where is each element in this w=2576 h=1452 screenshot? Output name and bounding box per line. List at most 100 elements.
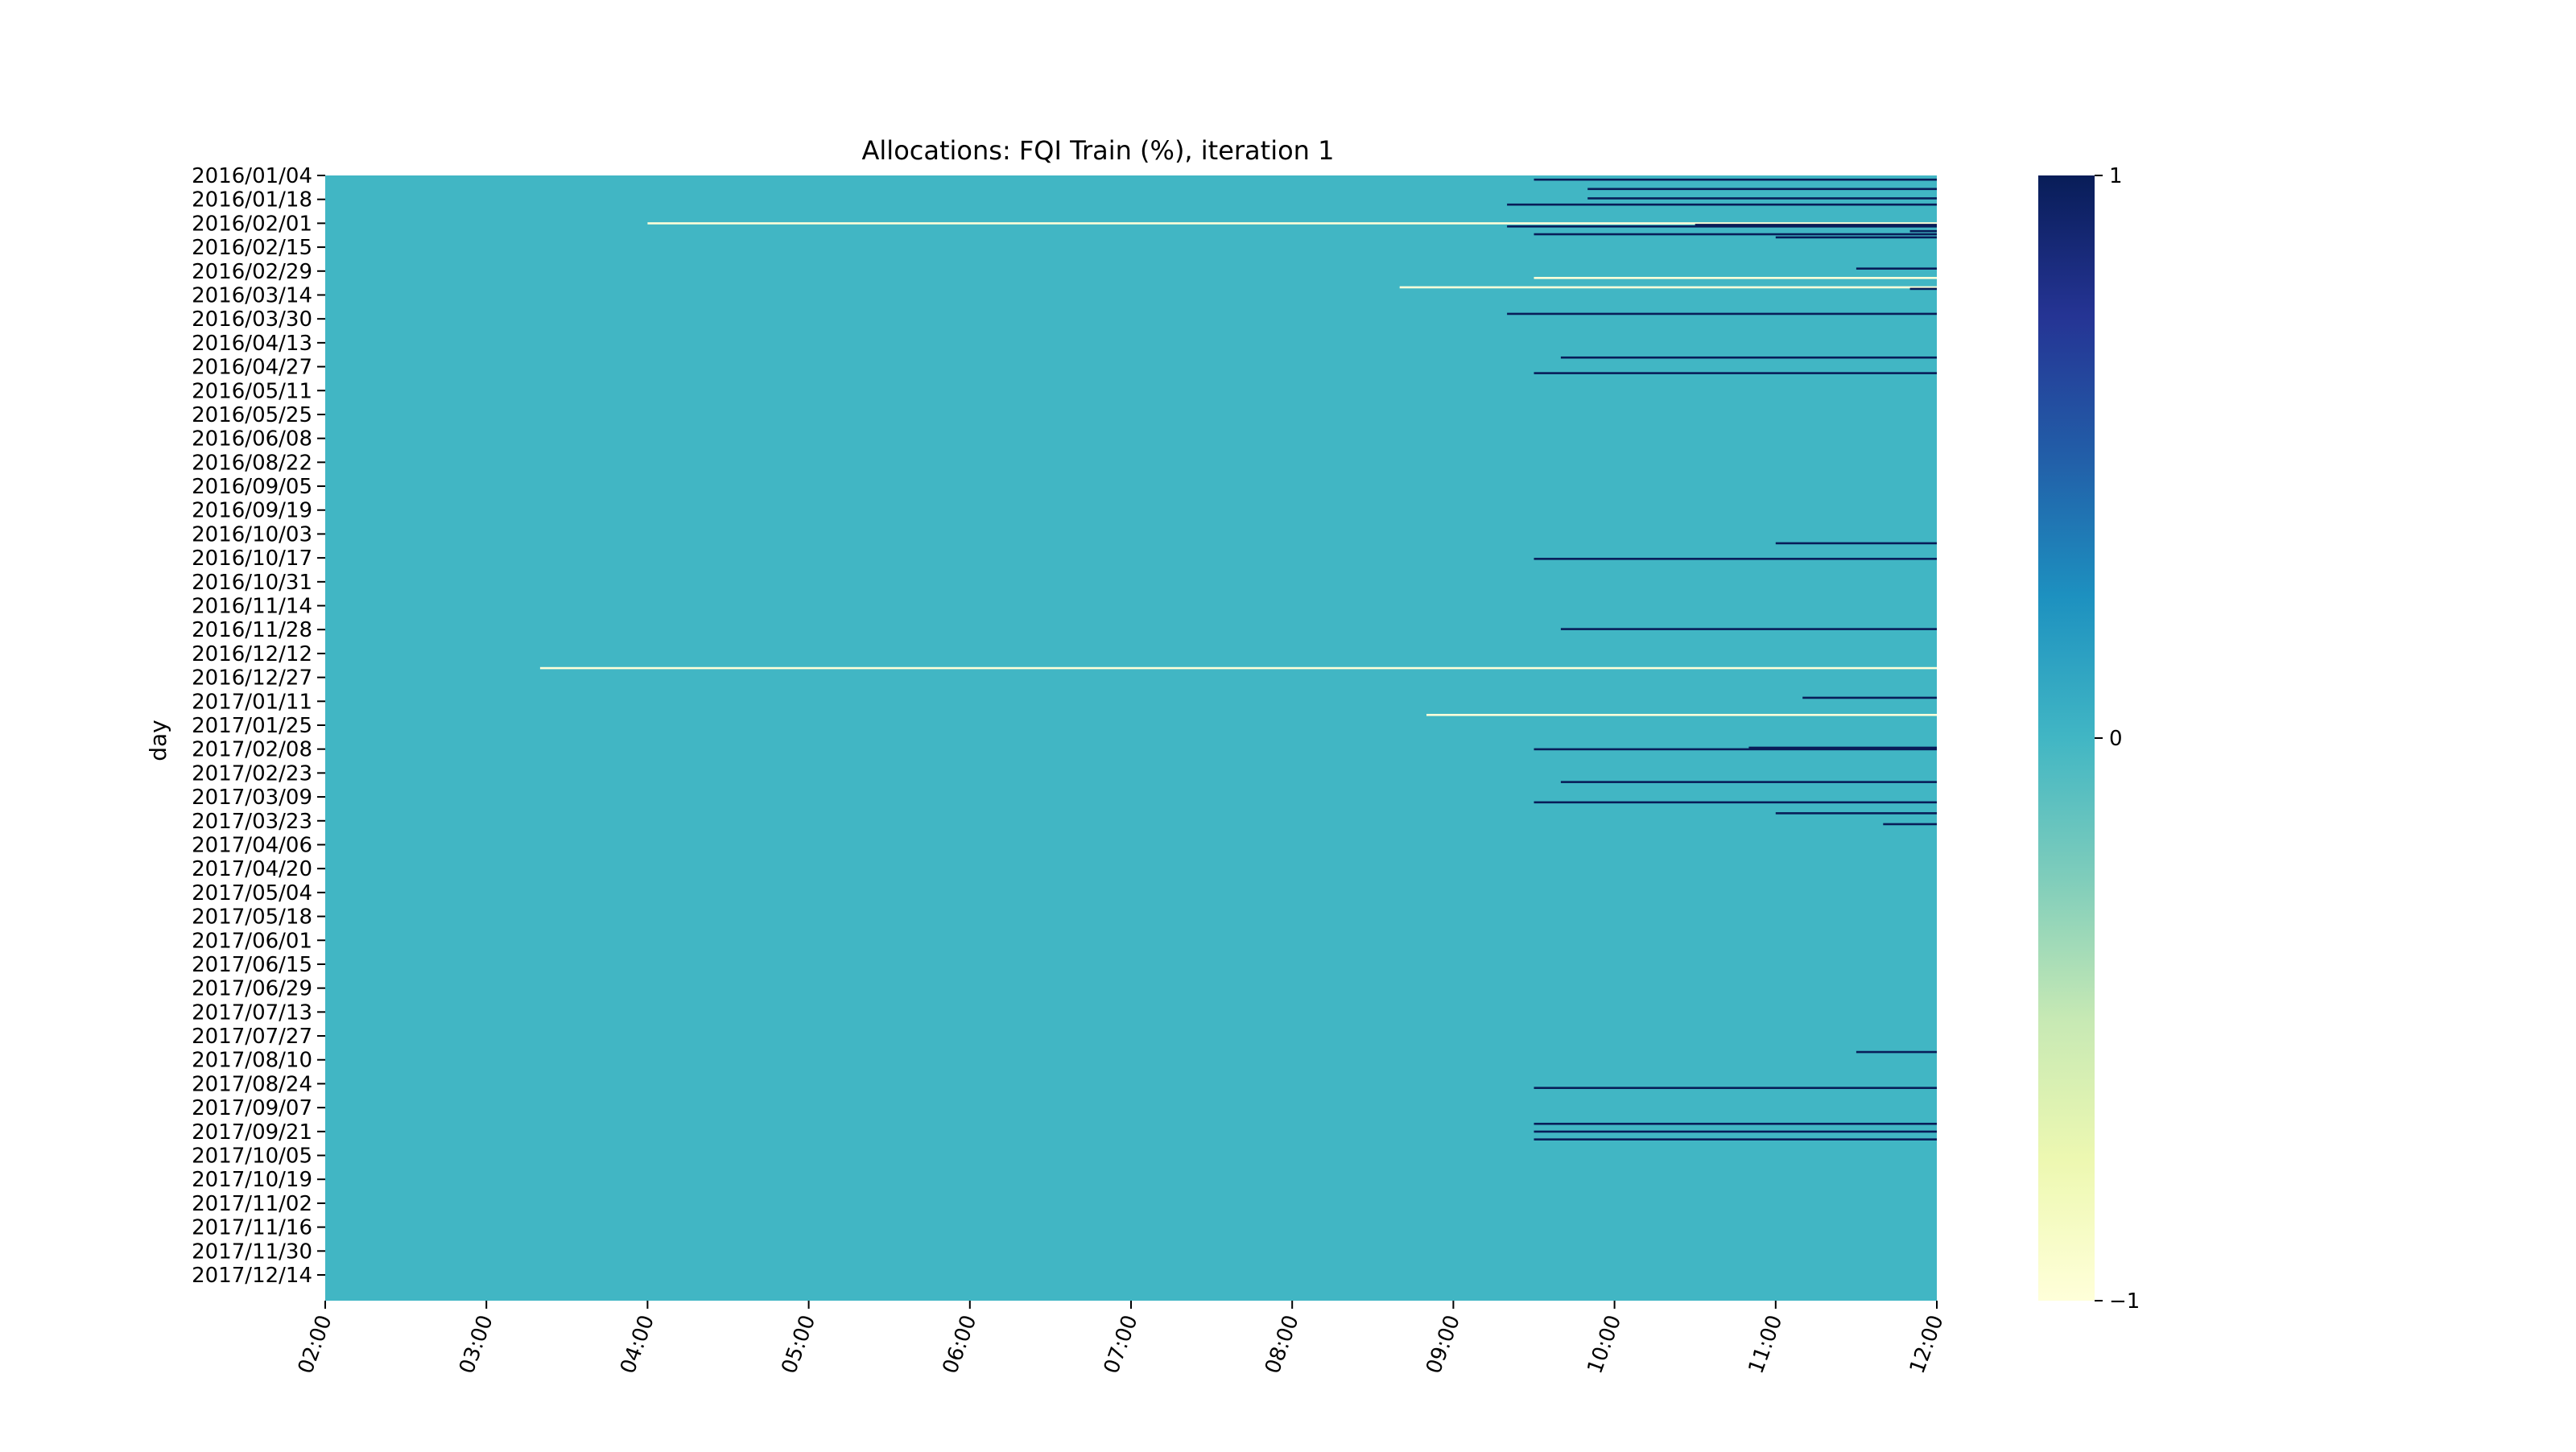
colorbar-tick-label: −1 [2109,1289,2140,1314]
heatmap-background [325,175,1937,1301]
colorbar [2038,175,2095,1301]
y-tick-label: 2017/08/24 [192,1072,312,1096]
y-tick-label: 2016/10/03 [192,522,312,547]
y-tick-label: 2016/04/13 [192,332,312,356]
y-tick-label: 2017/09/07 [192,1096,312,1120]
heatmap-cell [1507,203,1937,206]
x-tick-label: 10:00 [1583,1312,1626,1377]
y-tick-label: 2016/01/18 [192,188,312,212]
y-axis-ticks: 2016/01/042016/01/182016/02/012016/02/15… [192,164,325,1288]
heatmap-cell [1802,696,1937,699]
heatmap-cell [1909,229,1937,233]
y-axis-label: day [145,720,171,761]
y-tick-label: 2017/02/23 [192,761,312,786]
y-tick-label: 2016/03/14 [192,283,312,307]
heatmap-cell [1560,628,1937,630]
heatmap-cell [1560,356,1937,359]
y-tick-label: 2017/09/21 [192,1120,312,1145]
y-tick-label: 2016/02/01 [192,212,312,236]
y-tick-label: 2017/02/08 [192,738,312,762]
y-tick-label: 2016/03/30 [192,307,312,332]
heatmap-cell [539,666,1937,670]
heatmap-cell [1775,812,1937,815]
y-tick-label: 2016/05/25 [192,403,312,427]
y-tick-label: 2016/06/08 [192,427,312,452]
y-tick-label: 2016/11/14 [192,595,312,619]
heatmap-cell [1534,178,1937,181]
heatmap-cell [1534,277,1937,279]
y-tick-label: 2017/04/20 [192,857,312,881]
heatmap-cell [1775,542,1937,545]
y-tick-label: 2017/11/02 [192,1192,312,1216]
heatmap-cell [1587,197,1937,200]
y-tick-label: 2016/04/27 [192,356,312,380]
y-tick-label: 2017/06/29 [192,977,312,1001]
y-tick-label: 2017/01/25 [192,714,312,738]
y-tick-label: 2016/08/22 [192,451,312,475]
heatmap-cell [1507,225,1937,228]
y-tick-label: 2017/10/19 [192,1168,312,1192]
x-tick-label: 06:00 [939,1312,982,1377]
y-tick-label: 2016/05/11 [192,379,312,403]
heatmap-cell [1399,286,1937,289]
y-tick-label: 2017/01/11 [192,690,312,714]
y-tick-label: 2016/10/31 [192,571,312,595]
heatmap-cell [1534,1122,1937,1125]
y-tick-label: 2017/06/15 [192,953,312,977]
y-tick-label: 2017/03/09 [192,786,312,810]
y-tick-label: 2016/12/12 [192,642,312,666]
heatmap-cell [1534,801,1937,804]
heatmap-cell [1748,746,1937,749]
heatmap-cell [1695,224,1937,226]
chart-title: Allocations: FQI Train (%), iteration 1 [862,135,1335,166]
x-tick-label: 08:00 [1261,1312,1304,1377]
x-tick-label: 05:00 [777,1312,820,1377]
y-tick-label: 2017/07/13 [192,1000,312,1025]
heatmap-cell [1587,188,1937,191]
y-tick-label: 2016/01/04 [192,164,312,188]
heatmap-cell [1560,781,1937,783]
heatmap-cell [1507,312,1937,316]
heatmap-cell [647,222,1937,225]
y-tick-label: 2017/08/10 [192,1049,312,1073]
heatmap-cell [1883,823,1937,826]
x-tick-label: 09:00 [1422,1312,1465,1377]
y-tick-label: 2016/09/19 [192,499,312,523]
x-tick-label: 12:00 [1905,1312,1949,1377]
heatmap-cell [1909,287,1937,291]
y-tick-label: 2016/02/15 [192,236,312,260]
heatmap-cell [1534,1138,1937,1141]
x-tick-label: 07:00 [1100,1312,1143,1377]
y-tick-label: 2017/11/30 [192,1240,312,1264]
heatmap-cell [1775,236,1937,239]
heatmap-cell [1426,713,1937,716]
colorbar-tick-label: 1 [2109,164,2123,188]
y-tick-label: 2016/02/29 [192,260,312,284]
x-tick-label: 11:00 [1744,1312,1788,1377]
y-tick-label: 2017/05/18 [192,905,312,930]
y-tick-label: 2017/05/04 [192,881,312,905]
colorbar-tick-label: 0 [2109,727,2123,751]
y-tick-label: 2016/10/17 [192,547,312,571]
heatmap-cell [1856,267,1937,270]
y-tick-label: 2017/06/01 [192,929,312,953]
y-tick-label: 2016/09/05 [192,475,312,499]
y-tick-label: 2017/10/05 [192,1145,312,1169]
heatmap-cell [1534,1130,1937,1133]
y-tick-label: 2017/03/23 [192,810,312,834]
heatmap-cell [1534,558,1937,560]
y-tick-label: 2017/12/14 [192,1264,312,1288]
heatmap-cell [1534,1087,1937,1089]
y-tick-label: 2017/11/16 [192,1216,312,1240]
y-tick-label: 2016/11/28 [192,618,312,642]
x-tick-label: 04:00 [616,1312,659,1377]
heatmap-cell [1856,1050,1937,1054]
heatmap-cell [1534,748,1937,751]
x-tick-label: 02:00 [294,1312,337,1377]
heatmap-cell [1534,372,1937,374]
heatmap-cells [539,178,1937,1141]
heatmap-cell [1534,233,1937,236]
x-axis-ticks: 02:00 03:00 04:00 05:00 06:00 07:00 08:00 09:00… [294,1301,1949,1377]
